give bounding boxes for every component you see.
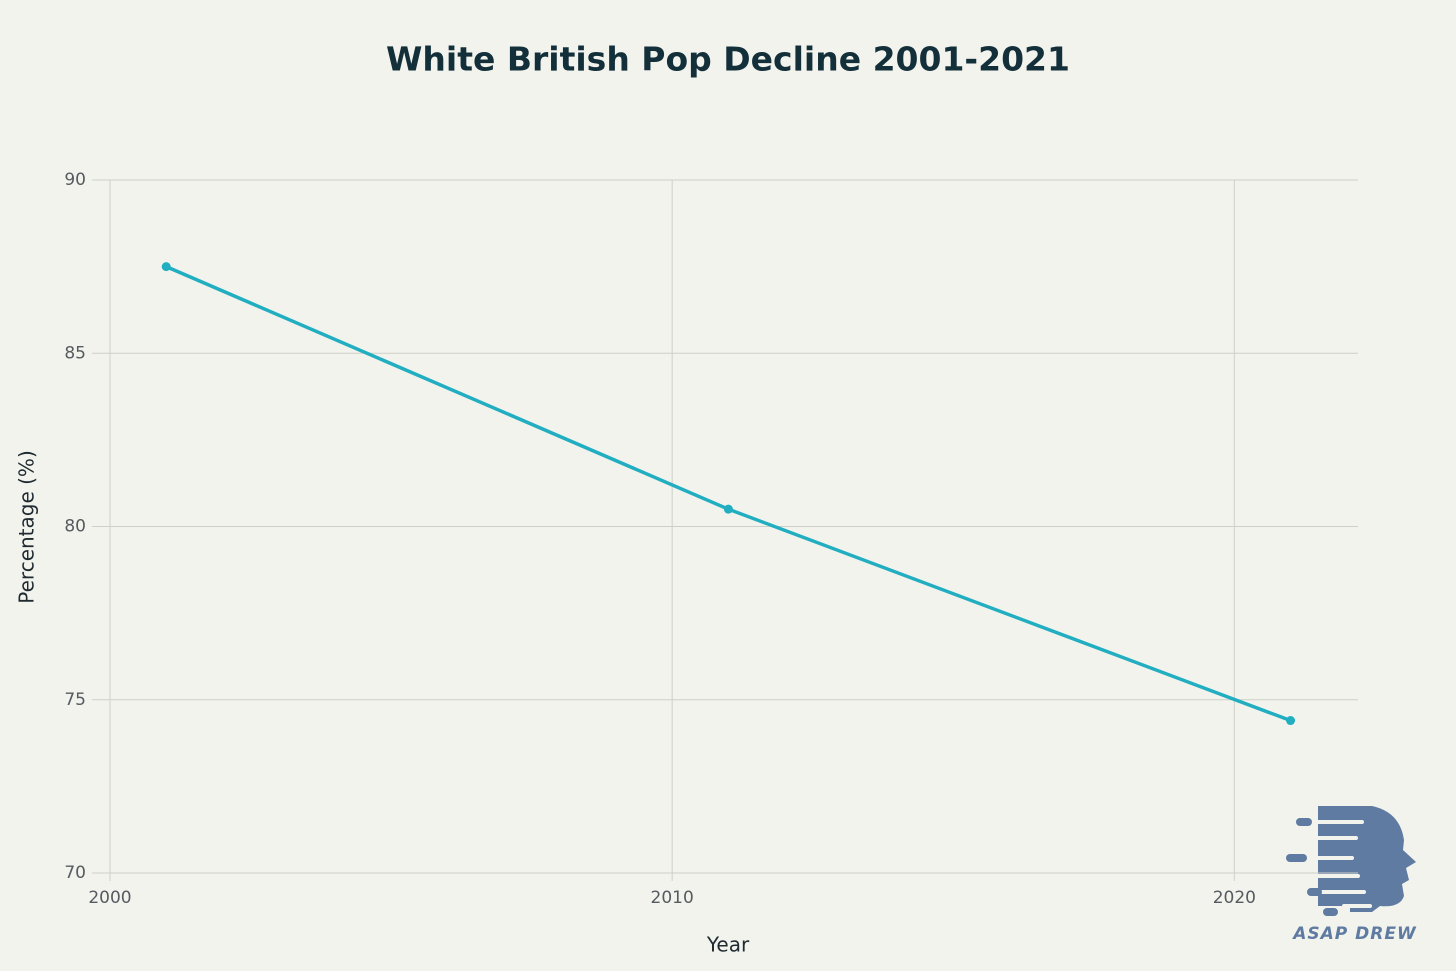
data-point — [723, 504, 733, 514]
chart-title: White British Pop Decline 2001-2021 — [386, 40, 1070, 79]
watermark: ASAP DREW — [1291, 924, 1417, 944]
y-tick-label: 70 — [64, 863, 86, 883]
y-tick-label: 85 — [64, 343, 86, 363]
y-tick-label: 80 — [64, 517, 86, 537]
data-point — [161, 262, 171, 272]
data-point — [1286, 716, 1296, 726]
y-tick-label: 90 — [64, 170, 86, 190]
x-tick-label: 2010 — [651, 888, 694, 908]
x-tick-label: 2020 — [1213, 888, 1256, 908]
y-tick-label: 75 — [64, 690, 86, 710]
x-axis-title: Year — [706, 933, 750, 957]
x-tick-label: 2000 — [88, 888, 131, 908]
logo — [1286, 806, 1416, 916]
y-axis-title: Percentage (%) — [15, 450, 39, 603]
